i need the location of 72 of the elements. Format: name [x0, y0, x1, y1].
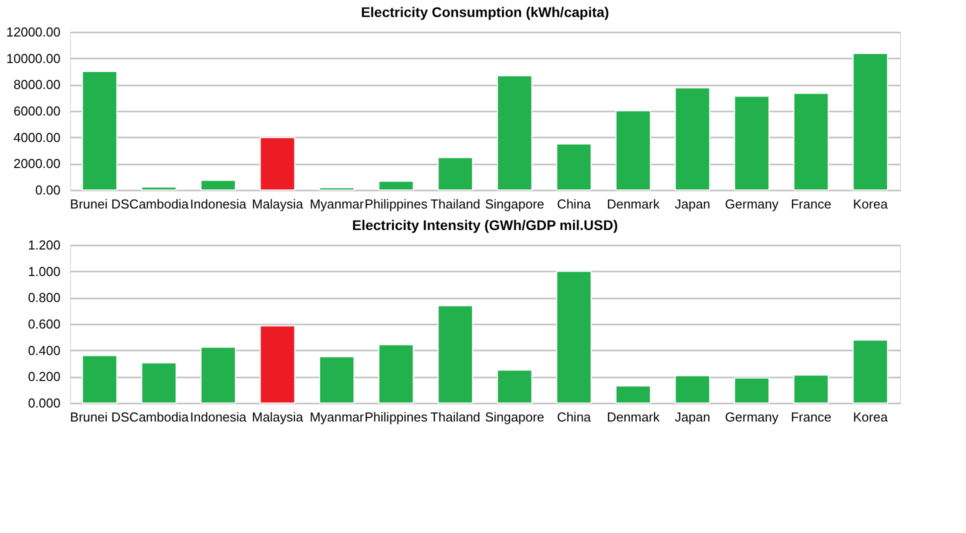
bar [556, 270, 592, 404]
bar [438, 157, 474, 190]
x-tick-label: Brunei DS [70, 410, 130, 424]
x-tick-label: Philippines [364, 196, 428, 212]
x-tick-label: Germany [725, 196, 780, 212]
bar [260, 325, 296, 404]
bar [141, 362, 177, 404]
bar [496, 370, 532, 404]
x-tick-label: Myanmar [310, 410, 365, 424]
x-tick-label: Malaysia [252, 196, 304, 212]
bar [674, 375, 710, 404]
y-tick-label: 8000.00 [14, 77, 60, 92]
bar [734, 96, 770, 190]
x-tick-label: China [556, 196, 592, 212]
bar [82, 355, 118, 404]
y-tick-label: 0.800 [28, 290, 60, 306]
x-tick-label: Cambodia [129, 410, 190, 424]
bar [616, 110, 651, 190]
y-tick-label: 2000.00 [14, 156, 60, 172]
x-tick-label: Singapore [485, 410, 544, 424]
bar [200, 180, 236, 190]
chart-title: Electricity Consumption (kWh/capita) [360, 4, 610, 20]
bar [793, 92, 829, 190]
bar [82, 71, 118, 190]
bar [616, 386, 651, 404]
y-tick-label: 4000.00 [14, 130, 60, 145]
y-tick-label: 6000.00 [14, 104, 60, 118]
x-tick-label: Indonesia [190, 196, 248, 212]
y-tick-label: 0.200 [28, 369, 60, 384]
x-tick-label: Denmark [606, 410, 660, 424]
y-tick-label: 12000.00 [6, 24, 60, 40]
chart-title: Electricity Intensity (GWh/GDP mil.USD) [352, 217, 618, 233]
x-tick-label: Denmark [606, 196, 660, 212]
x-tick-label: Brunei DS [70, 196, 130, 212]
x-tick-label: Thailand [430, 196, 480, 212]
x-tick-label: Thailand [430, 410, 480, 424]
x-tick-label: Korea [853, 196, 888, 212]
bar [319, 356, 354, 404]
x-tick-label: Myanmar [310, 196, 365, 212]
bar [556, 144, 592, 190]
x-tick-label: China [556, 410, 592, 424]
x-tick-label: Philippines [364, 410, 428, 424]
x-tick-label: Malaysia [252, 410, 304, 424]
y-tick-label: 0.600 [28, 316, 60, 332]
bar [200, 346, 236, 404]
bar [734, 377, 770, 404]
bar [852, 340, 888, 404]
x-tick-label: France [790, 196, 832, 212]
x-tick-label: Cambodia [129, 196, 190, 212]
x-tick-label: Korea [853, 410, 888, 424]
y-tick-label: 0.000 [28, 396, 60, 410]
x-tick-label: Indonesia [190, 410, 248, 424]
bar [674, 87, 710, 190]
bar [378, 180, 414, 190]
bar [496, 75, 532, 190]
x-tick-label: Japan [674, 196, 710, 212]
x-tick-label: Japan [674, 410, 710, 424]
x-tick-label: Germany [725, 410, 780, 424]
y-tick-label: 0.00 [35, 182, 60, 198]
bar [378, 344, 414, 404]
bar [319, 187, 354, 190]
y-tick-label: 10000.00 [6, 50, 60, 66]
y-tick-label: 1.000 [28, 264, 60, 279]
y-tick-label: 0.400 [28, 342, 60, 358]
y-tick-label: 1.200 [28, 238, 60, 252]
x-tick-label: Singapore [485, 196, 544, 212]
x-tick-label: France [790, 410, 832, 424]
bar [793, 374, 829, 404]
bar [852, 52, 888, 190]
bar [141, 186, 177, 190]
bar [260, 137, 296, 190]
bar [438, 305, 474, 404]
